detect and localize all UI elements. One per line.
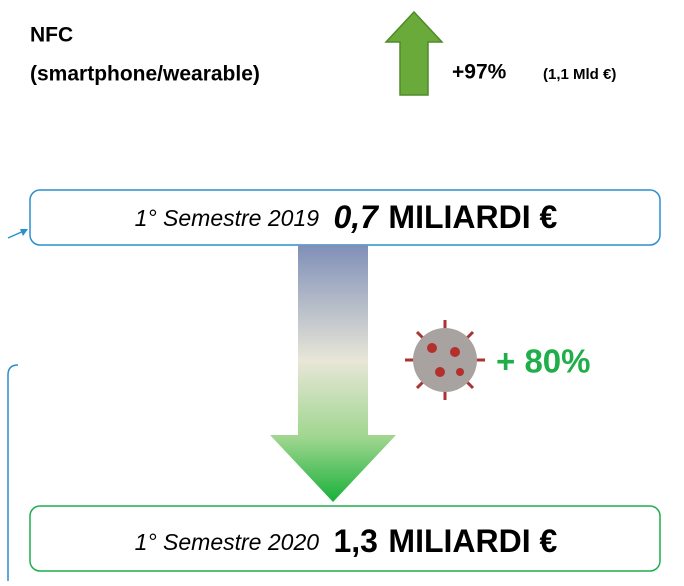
growth: +97%: [452, 61, 507, 84]
amount: 1,3: [333, 523, 377, 559]
growth-note: (1,1 Mld €): [543, 66, 616, 83]
period: 1° Semestre 2019: [135, 205, 320, 231]
nfc-title: NFC: [30, 24, 73, 47]
nfc-subtitle: (smartphone/wearable): [30, 63, 260, 86]
period: 1° Semestre 2020: [135, 529, 320, 555]
change: + 80%: [496, 343, 591, 380]
down-arrow: [270, 245, 396, 502]
virus-icon: [405, 320, 485, 400]
unit: MILIARDI €: [388, 199, 557, 235]
side-box: [8, 365, 18, 581]
slide: NFC (smartphone/wearable) +97% (1,1 Mld …: [0, 0, 684, 581]
amount: 0,7: [333, 199, 380, 235]
unit: MILIARDI €: [388, 523, 557, 559]
line-2020: 1° Semestre 2020 1,3 MILIARDI €: [135, 523, 558, 559]
up-arrow: [386, 12, 442, 95]
line-2019: 1° Semestre 2019 0,7 MILIARDI €: [135, 199, 558, 235]
